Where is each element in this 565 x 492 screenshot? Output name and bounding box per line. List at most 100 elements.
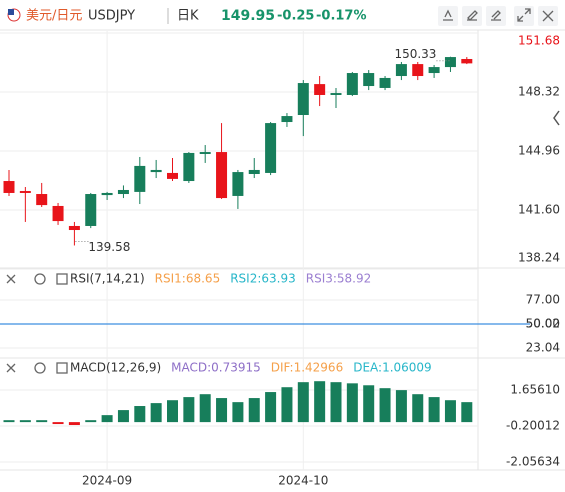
candle-body — [314, 84, 326, 95]
expand-icon[interactable] — [56, 362, 68, 374]
histogram-bar — [428, 397, 440, 423]
candle-body — [265, 123, 277, 173]
histogram-bar — [248, 398, 260, 423]
histogram-bar — [101, 415, 113, 423]
candle-body — [36, 194, 48, 206]
histogram-bar — [199, 394, 211, 423]
candle-body — [428, 67, 440, 74]
settings-icon[interactable] — [34, 273, 46, 285]
candle-body — [52, 205, 64, 222]
candle-body — [117, 189, 129, 195]
histogram-bar — [330, 382, 342, 423]
y-tick-label: -2.05634 — [506, 454, 560, 468]
y-tick-label: 138.24 — [518, 251, 560, 265]
candle-body — [281, 116, 293, 123]
candle-body — [363, 73, 375, 87]
histogram-bar — [444, 400, 456, 423]
histogram-bar — [183, 397, 195, 423]
histogram-bar — [134, 406, 146, 423]
y-tick-label: 50.02 — [526, 317, 560, 331]
flag-canton — [8, 9, 14, 15]
collapse-arrow[interactable] — [553, 110, 560, 126]
charts: 151.68 148.32 144.96 141.60 138.24 150.33 139.… — [0, 31, 560, 488]
max-label: 150.33 — [394, 47, 436, 61]
candle-body — [199, 152, 211, 154]
y-tick-label: 77.00 — [526, 293, 560, 307]
candle-body — [134, 165, 146, 192]
histogram-bar — [68, 422, 80, 426]
legend-entry: MACD:0.73915 — [171, 361, 261, 375]
legend-entry: RSI2:63.93 — [230, 272, 296, 286]
y-tick-label: -0.20012 — [506, 418, 560, 432]
candle-body — [395, 64, 407, 77]
legend-entry: RSI3:58.92 — [306, 272, 372, 286]
histogram-bar — [3, 420, 15, 423]
tool-icon — [467, 10, 478, 21]
x-tick-label: 2024-09 — [82, 474, 132, 488]
period[interactable]: 日K — [177, 9, 199, 24]
candle-body — [297, 83, 309, 116]
tool-button[interactable] — [486, 6, 506, 26]
tool-button[interactable] — [514, 6, 534, 26]
close-icon[interactable] — [6, 363, 16, 373]
histogram-bar — [36, 420, 48, 423]
y-tick-label: 148.32 — [518, 85, 560, 99]
histogram-bar — [232, 402, 244, 423]
tool-icon — [443, 9, 453, 21]
histogram-bar — [52, 422, 64, 425]
histogram-bar — [19, 420, 31, 423]
indicator-title: MACD(12,26,9) — [70, 361, 161, 375]
histogram-bar — [379, 388, 391, 423]
candle-body — [232, 172, 244, 196]
tool-icon — [491, 10, 501, 21]
legend-entry: RSI1:68.65 — [155, 272, 221, 286]
histogram-bar — [297, 382, 309, 423]
candle-body — [248, 169, 260, 175]
histogram-bar — [265, 392, 277, 423]
candle-body — [19, 191, 31, 193]
candle-body — [85, 194, 97, 226]
legend-entry: DEA:1.06009 — [353, 361, 432, 375]
candle-body — [330, 93, 342, 95]
tool-button[interactable] — [438, 6, 458, 26]
y-tick-label: 144.96 — [518, 144, 560, 158]
histogram-bar — [395, 390, 407, 423]
histogram-bar — [85, 420, 97, 423]
candle-body — [346, 73, 358, 95]
expand-icon[interactable] — [56, 273, 68, 285]
candle-body — [183, 152, 195, 182]
candle-body — [412, 64, 424, 77]
y-tick-label: 50.00 — [526, 317, 560, 331]
legend-entry: DIF:1.42966 — [271, 361, 343, 375]
macd-controls — [6, 362, 68, 374]
candle-body — [150, 169, 162, 173]
histogram-bar — [216, 398, 228, 423]
histogram-bar — [412, 394, 424, 423]
candle-body — [101, 192, 113, 196]
histogram-bar — [167, 400, 178, 423]
toolbar — [438, 6, 558, 26]
indicator-title: RSI(7,14,21) — [70, 272, 145, 286]
y-tick-label: 141.60 — [518, 203, 560, 217]
candle-body — [444, 57, 456, 68]
y-tick-label: 23.04 — [526, 340, 560, 354]
price: 149.95 — [221, 8, 275, 24]
change-pct: -0.17% — [316, 9, 367, 24]
x-tick-label: 2024-10 — [278, 474, 328, 488]
settings-icon[interactable] — [34, 362, 46, 374]
histogram-bar — [363, 385, 375, 423]
candle-body — [3, 181, 15, 193]
candle-body — [379, 77, 391, 88]
histogram-bar — [281, 387, 293, 423]
candle-body — [461, 58, 473, 64]
tool-icon — [542, 10, 554, 22]
histogram-bar — [150, 403, 162, 423]
candle-body — [167, 172, 178, 179]
histogram-bar — [461, 402, 473, 423]
header: 美元/日元 USDJPY 日K 149.95 -0.25 -0.17% — [0, 6, 565, 31]
y-tick-label: 1.65610 — [510, 383, 560, 397]
tool-button[interactable] — [462, 6, 482, 26]
rsi-controls — [6, 273, 68, 285]
close-icon[interactable] — [6, 274, 16, 284]
